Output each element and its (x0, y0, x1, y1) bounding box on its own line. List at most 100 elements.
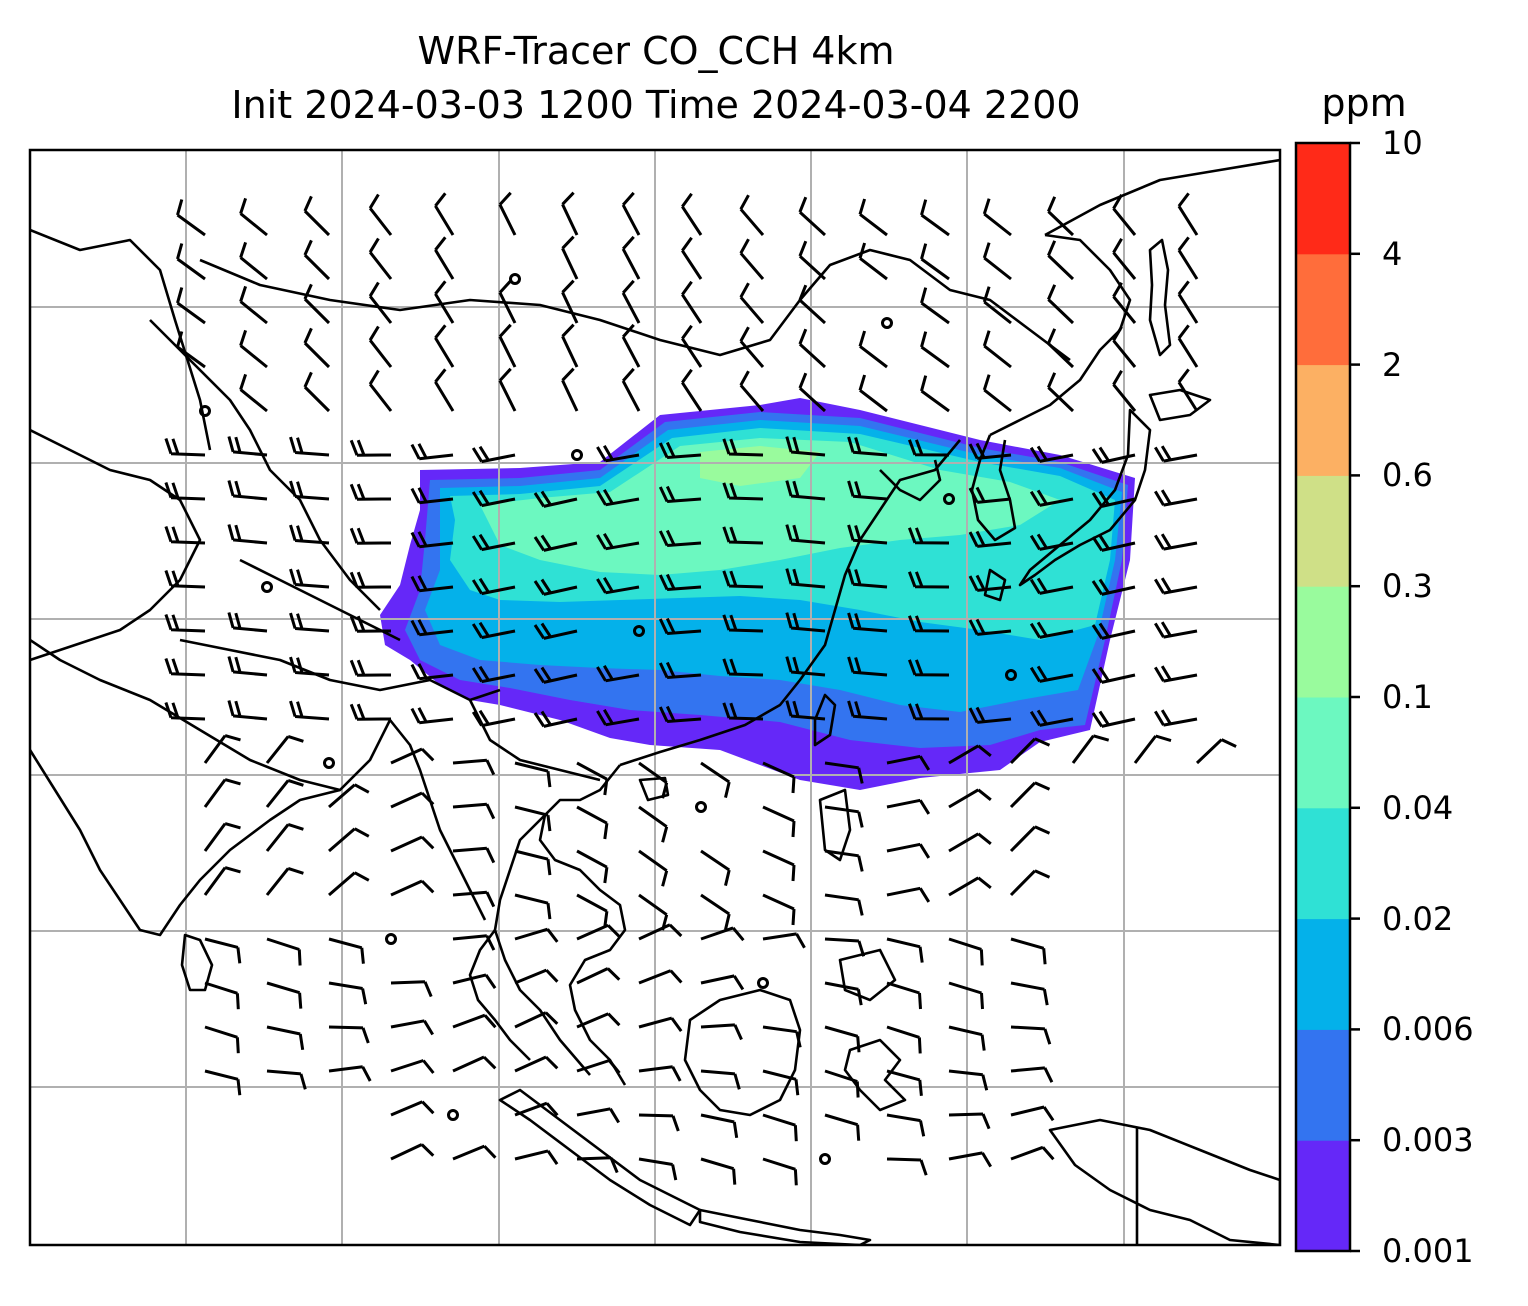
wind-barb (434, 236, 455, 280)
calm-wind-marker (943, 493, 955, 505)
japan-hokkaido (1148, 388, 1212, 422)
calm-wind-marker (385, 933, 397, 945)
wind-barb (390, 1059, 435, 1074)
wind-barb (410, 663, 454, 681)
sakhalin-island (1148, 238, 1172, 357)
wind-barb (176, 199, 206, 237)
wind-barb (739, 282, 765, 324)
wind-barbs (164, 191, 1237, 1186)
wind-barb (203, 822, 241, 852)
wind-barb (1154, 709, 1198, 727)
wind-barb (847, 524, 888, 545)
calm-wind-marker (633, 625, 645, 637)
taiwan-island (813, 693, 837, 747)
wind-barb (164, 482, 206, 501)
wind-barb (847, 612, 888, 633)
wind-barb (907, 659, 950, 677)
wind-barb (1154, 489, 1198, 507)
wind-barb (1010, 1066, 1054, 1083)
sulawesi-island (843, 1038, 907, 1112)
wind-barb (471, 445, 516, 464)
wind-barb (1009, 869, 1051, 897)
wind-barb (739, 326, 765, 368)
plume-level-0.1 (700, 446, 820, 486)
wind-barb (1133, 734, 1172, 764)
wind-barb (227, 436, 268, 457)
wind-barb (471, 533, 516, 552)
wind-barb (164, 526, 206, 545)
wind-barb (621, 235, 641, 280)
wind-barb (886, 1069, 923, 1096)
wind-barb (1010, 937, 1047, 965)
wind-barb (968, 486, 1012, 504)
wind-barb (533, 534, 578, 552)
wind-barb (561, 191, 579, 236)
wind-barb (266, 1025, 305, 1051)
wind-barb (824, 893, 864, 916)
wind-barb (638, 969, 683, 985)
wind-barb (596, 665, 640, 683)
wind-barb (514, 927, 559, 943)
wind-barb (349, 571, 392, 589)
wind-barb (638, 1113, 680, 1132)
wind-barb (886, 937, 924, 963)
wind-barb (434, 280, 455, 324)
wind-barb (514, 1055, 559, 1073)
calm-wind-marker (323, 757, 335, 769)
wind-barb (824, 849, 864, 872)
chart-title-line-1: WRF-Tracer CO_CCH 4km (417, 29, 895, 73)
wind-barb (514, 805, 552, 832)
wind-barb (410, 443, 454, 461)
calm-wind-marker (819, 1153, 831, 1165)
malay-peninsula (468, 929, 531, 1061)
colorbar (1296, 143, 1350, 1252)
wind-barb (948, 1112, 991, 1130)
wind-barb (164, 702, 206, 721)
wind-barb (349, 659, 392, 677)
wind-barb (948, 788, 992, 809)
coastline-korea (970, 434, 1017, 542)
wind-barb (968, 442, 1012, 460)
wind-barb (328, 981, 368, 1005)
wind-barb (722, 614, 764, 633)
borneo-island (683, 988, 802, 1117)
wind-barb (266, 1069, 307, 1090)
wind-barb (303, 327, 331, 369)
wind-barb (700, 761, 731, 798)
wind-barb (576, 893, 609, 928)
wind-barb (907, 615, 950, 633)
wind-barb (452, 1013, 497, 1029)
wind-barb (452, 973, 497, 989)
wind-barb (739, 370, 765, 412)
colorbar-tick-label: 0.003 (1382, 1121, 1474, 1160)
wind-barb (824, 761, 864, 784)
wind-barb (658, 705, 702, 723)
wind-barb (434, 324, 455, 368)
wind-barb (390, 879, 435, 897)
colorbar-segment (1296, 253, 1350, 366)
coastline-indochina (538, 764, 627, 1086)
calm-wind-marker (695, 801, 707, 813)
wind-barb (514, 1101, 559, 1117)
coastline-north-russia (1044, 158, 1280, 237)
wind-barb (798, 372, 827, 413)
gulf-of-thailand (493, 814, 591, 1076)
wind-barb (514, 968, 559, 985)
wind-barb (1010, 1025, 1052, 1045)
wind-barb (368, 281, 393, 324)
wind-barb (722, 702, 764, 721)
wind-barb (1091, 666, 1136, 684)
wind-barb (410, 619, 454, 637)
wind-barb (968, 706, 1012, 724)
border-central-asia (30, 228, 212, 451)
wind-barb (227, 612, 268, 633)
java-island (698, 1208, 872, 1245)
wind-barb (785, 612, 826, 633)
border-himalaya (179, 638, 501, 702)
wind-barb (785, 568, 826, 589)
wind-barb (452, 1144, 497, 1161)
wind-barb (920, 243, 950, 281)
wind-barb (576, 849, 609, 884)
wind-barb (498, 323, 517, 368)
wind-barb (700, 1157, 737, 1185)
